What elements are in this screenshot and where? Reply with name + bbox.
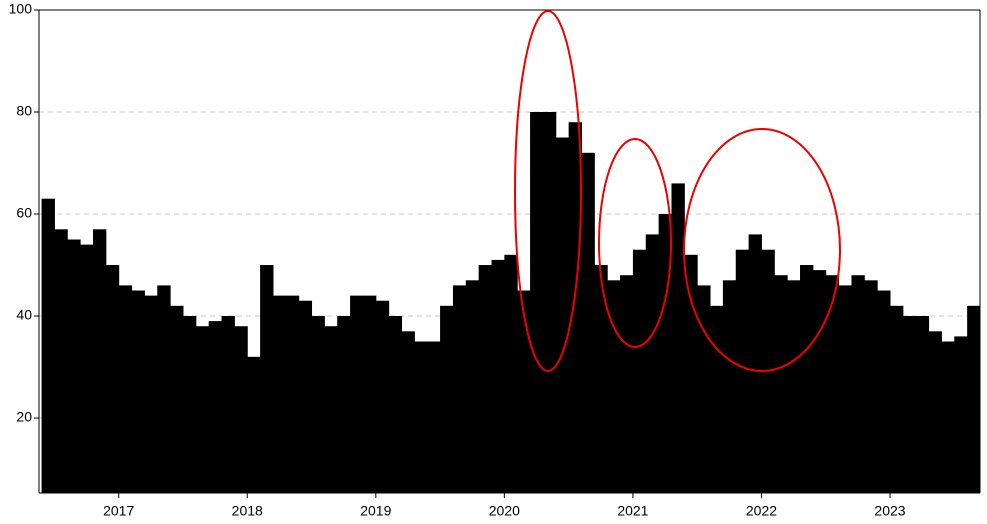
bar [722, 280, 737, 493]
bar [735, 249, 750, 493]
bar [337, 316, 351, 493]
bar [710, 305, 724, 493]
y-tick-label: 40 [16, 307, 32, 323]
bar [157, 285, 171, 493]
bar [440, 305, 454, 493]
bar [581, 152, 595, 493]
bar [247, 356, 261, 493]
bar [54, 229, 68, 493]
bar [825, 275, 840, 493]
bar [915, 316, 930, 493]
bar [208, 321, 223, 493]
bar [620, 275, 634, 493]
bar [92, 229, 107, 493]
bar [851, 275, 865, 493]
bar [787, 280, 801, 493]
highlight-ellipse [514, 10, 582, 372]
bar [118, 285, 133, 493]
bar [414, 341, 428, 493]
bar [954, 336, 968, 493]
bar [774, 275, 788, 493]
bar [221, 316, 235, 493]
bar [452, 285, 467, 493]
bar [530, 112, 544, 493]
bar [967, 305, 980, 493]
bar [195, 326, 210, 493]
bar [568, 122, 582, 493]
bar [350, 295, 364, 493]
bar [285, 295, 300, 493]
bar [902, 316, 917, 493]
bar [800, 265, 814, 493]
bar [272, 295, 287, 493]
y-tick-label: 20 [16, 409, 32, 425]
x-tick-label: 2022 [746, 503, 777, 519]
x-tick-label: 2019 [360, 503, 391, 519]
bar [478, 265, 493, 493]
bar [491, 259, 505, 493]
bar [542, 112, 557, 493]
bar [890, 305, 904, 493]
x-tick-label: 2018 [232, 503, 263, 519]
x-tick-label: 2021 [617, 503, 648, 519]
bar [80, 244, 94, 493]
bar [594, 265, 608, 493]
bar [131, 290, 145, 493]
x-tick-label: 2020 [489, 503, 520, 519]
x-tick-label: 2023 [874, 503, 905, 519]
bar [812, 270, 827, 493]
highlight-ellipse [598, 138, 672, 348]
bar [170, 305, 184, 493]
highlight-ellipse [683, 128, 841, 372]
bar [928, 331, 942, 493]
bar [941, 341, 955, 493]
bar [67, 239, 81, 493]
bar [748, 234, 762, 493]
bar [41, 198, 55, 493]
x-tick-label: 2017 [103, 503, 134, 519]
bar [517, 290, 531, 493]
bar [671, 183, 685, 493]
bar [877, 290, 891, 493]
bar [555, 137, 570, 493]
bar [980, 275, 987, 493]
bar [324, 326, 338, 493]
bar [234, 326, 248, 493]
bar [401, 331, 415, 493]
bar [105, 265, 120, 493]
bar [465, 280, 480, 493]
bar [697, 285, 711, 493]
bar [375, 300, 390, 493]
y-tick-label: 100 [9, 1, 33, 17]
bar [504, 254, 518, 493]
bar [182, 316, 197, 493]
bar [427, 341, 441, 493]
bar [645, 234, 660, 493]
bar [632, 249, 647, 493]
bar [864, 280, 878, 493]
bar [298, 300, 313, 493]
bar [838, 285, 852, 493]
bar [684, 254, 698, 493]
y-tick-label: 60 [16, 205, 32, 221]
bar [311, 316, 325, 493]
bar [144, 295, 158, 493]
bar [607, 280, 621, 493]
bar [388, 316, 403, 493]
bar [362, 295, 377, 493]
bar [260, 265, 274, 493]
y-tick-label: 80 [16, 103, 32, 119]
